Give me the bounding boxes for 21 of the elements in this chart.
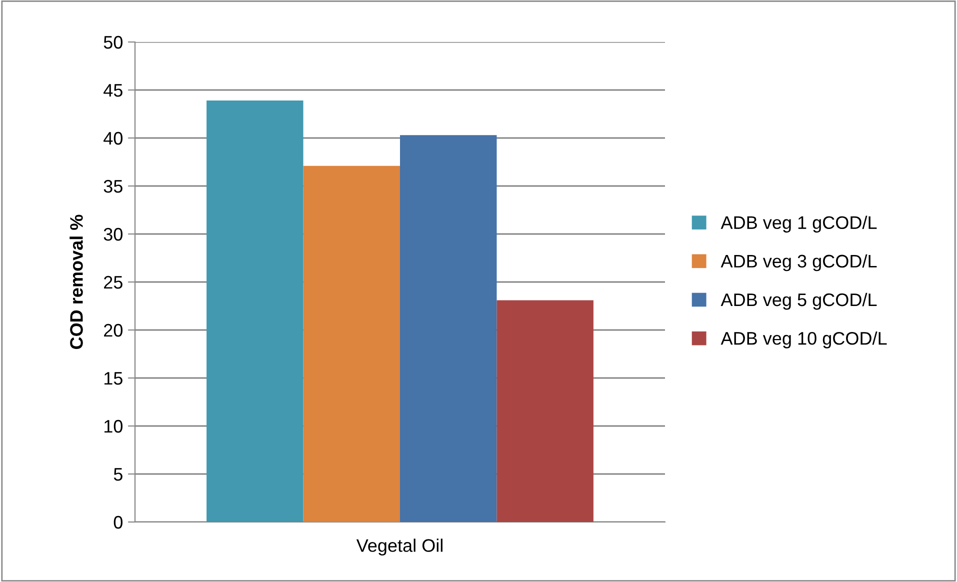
y-tick-label: 15 [104, 372, 122, 385]
y-tick-label: 45 [104, 84, 122, 97]
legend-label: ADB veg 10 gCOD/L [720, 332, 887, 348]
bar [303, 166, 400, 522]
bar [400, 135, 497, 522]
bar [496, 300, 594, 522]
x-tick-label: Vegetal Oil [356, 538, 442, 556]
y-tick-label: 40 [104, 132, 122, 145]
y-tick-label: 50 [104, 36, 122, 49]
legend-label: ADB veg 5 gCOD/L [720, 292, 877, 310]
y-tick-label: 35 [104, 180, 122, 193]
bar [206, 100, 304, 522]
y-tick-label: 10 [104, 420, 122, 433]
y-tick-label: 20 [104, 324, 122, 337]
legend-label: ADB veg 1 gCOD/L [720, 216, 877, 233]
y-tick-label: 25 [104, 276, 122, 289]
y-axis-title: COD removal % [70, 214, 83, 349]
legend-label: ADB veg 3 gCOD/L [720, 254, 877, 272]
y-tick-label: 0 [114, 516, 122, 529]
y-tick-label: 30 [104, 228, 122, 241]
y-tick-label: 5 [114, 468, 122, 481]
